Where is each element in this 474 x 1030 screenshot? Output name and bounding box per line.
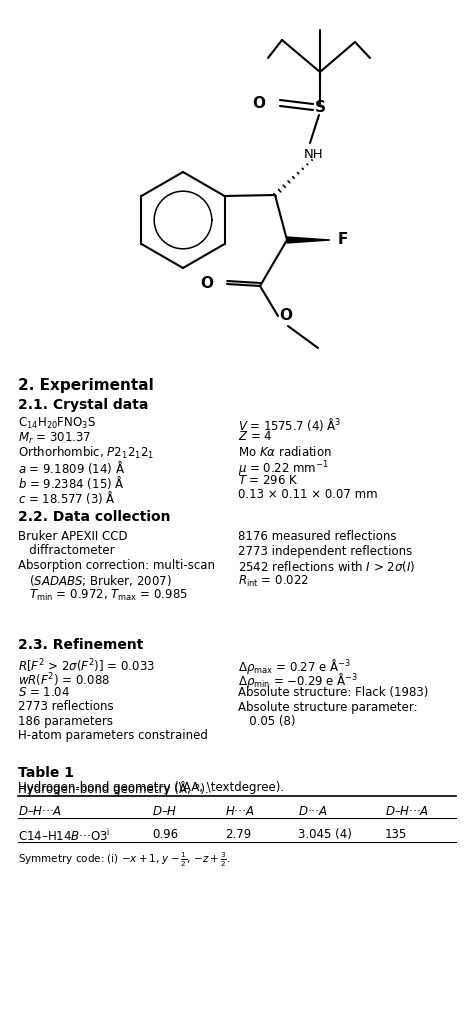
Text: $D$···$A$: $D$···$A$: [298, 805, 328, 818]
Text: 3.045 (4): 3.045 (4): [298, 828, 352, 842]
Text: 0.96: 0.96: [152, 828, 178, 842]
Text: 2773 independent reflections: 2773 independent reflections: [238, 545, 412, 557]
Text: F: F: [338, 233, 348, 247]
Text: $Z$ = 4: $Z$ = 4: [238, 431, 273, 444]
Text: 8176 measured reflections: 8176 measured reflections: [238, 530, 396, 543]
Text: Hydrogen-bond geometry (Å, °).: Hydrogen-bond geometry (Å, °).: [18, 781, 209, 796]
Text: $\mu$ = 0.22 mm$^{-1}$: $\mu$ = 0.22 mm$^{-1}$: [238, 459, 328, 479]
Text: $T$ = 296 K: $T$ = 296 K: [238, 474, 298, 487]
Text: $c$ = 18.577 (3) Å: $c$ = 18.577 (3) Å: [18, 488, 116, 506]
Text: $b$ = 9.2384 (15) Å: $b$ = 9.2384 (15) Å: [18, 474, 125, 491]
Text: $\Delta\rho_{\rm max}$ = 0.27 e Å$^{-3}$: $\Delta\rho_{\rm max}$ = 0.27 e Å$^{-3}$: [238, 657, 351, 676]
Text: Symmetry code: (i) $-x+1$, $y-\frac{1}{2}$, $-z+\frac{3}{2}$.: Symmetry code: (i) $-x+1$, $y-\frac{1}{2…: [18, 851, 230, 869]
Text: Absolute structure parameter:: Absolute structure parameter:: [238, 700, 418, 714]
Text: $R$[$F^2$ > 2$\sigma$($F^2$)] = 0.033: $R$[$F^2$ > 2$\sigma$($F^2$)] = 0.033: [18, 657, 155, 675]
Text: Absolute structure: Flack (1983): Absolute structure: Flack (1983): [238, 686, 428, 699]
Text: 0.05 (8): 0.05 (8): [238, 715, 295, 728]
Text: $a$ = 9.1809 (14) Å: $a$ = 9.1809 (14) Å: [18, 459, 125, 477]
Text: 135: 135: [385, 828, 407, 842]
Text: Table 1: Table 1: [18, 766, 74, 780]
Text: S: S: [315, 100, 326, 114]
Text: $V$ = 1575.7 (4) Å$^3$: $V$ = 1575.7 (4) Å$^3$: [238, 416, 342, 433]
Text: $wR$($F^2$) = 0.088: $wR$($F^2$) = 0.088: [18, 672, 110, 689]
Text: $\Delta\rho_{\rm min}$ = −0.29 e Å$^{-3}$: $\Delta\rho_{\rm min}$ = −0.29 e Å$^{-3}…: [238, 672, 358, 690]
Text: $S$ = 1.04: $S$ = 1.04: [18, 686, 70, 699]
Text: H-atom parameters constrained: H-atom parameters constrained: [18, 729, 208, 743]
Text: 2542 reflections with $I$ > 2$\sigma$($I$): 2542 reflections with $I$ > 2$\sigma$($I…: [238, 559, 415, 574]
Text: Bruker APEXII CCD: Bruker APEXII CCD: [18, 530, 128, 543]
Text: 2773 reflections: 2773 reflections: [18, 700, 114, 714]
Text: $T_{\rm min}$ = 0.972, $T_{\rm max}$ = 0.985: $T_{\rm min}$ = 0.972, $T_{\rm max}$ = 0…: [18, 588, 188, 604]
Polygon shape: [287, 237, 330, 243]
Text: 2.79: 2.79: [225, 828, 251, 842]
Text: 2. Experimental: 2. Experimental: [18, 378, 154, 393]
Text: $D$–H···$A$: $D$–H···$A$: [385, 805, 429, 818]
Text: Orthorhombic, $P$2$_1$2$_1$2$_1$: Orthorhombic, $P$2$_1$2$_1$2$_1$: [18, 445, 155, 461]
Text: C14–H14$B$···O3$^{\rm i}$: C14–H14$B$···O3$^{\rm i}$: [18, 828, 110, 844]
Text: NH: NH: [304, 148, 324, 161]
Text: 2.2. Data collection: 2.2. Data collection: [18, 510, 171, 524]
Text: Mo $K\alpha$ radiation: Mo $K\alpha$ radiation: [238, 445, 332, 459]
Text: C$_{14}$H$_{20}$FNO$_3$S: C$_{14}$H$_{20}$FNO$_3$S: [18, 416, 96, 432]
Text: 0.13 × 0.11 × 0.07 mm: 0.13 × 0.11 × 0.07 mm: [238, 488, 378, 502]
Text: $D$–H: $D$–H: [152, 805, 177, 818]
Text: $M_r$ = 301.37: $M_r$ = 301.37: [18, 431, 91, 446]
Text: H···$A$: H···$A$: [225, 805, 254, 818]
Text: 186 parameters: 186 parameters: [18, 715, 113, 728]
Text: 2.3. Refinement: 2.3. Refinement: [18, 638, 143, 652]
Text: $R_{\rm int}$ = 0.022: $R_{\rm int}$ = 0.022: [238, 574, 309, 588]
Text: 2.1. Crystal data: 2.1. Crystal data: [18, 398, 148, 412]
Text: O: O: [279, 309, 292, 323]
Text: Absorption correction: multi-scan: Absorption correction: multi-scan: [18, 559, 215, 572]
Text: diffractometer: diffractometer: [18, 545, 115, 557]
Text: Hydrogen-bond geometry (\AA, \textdegree).: Hydrogen-bond geometry (\AA, \textdegree…: [18, 781, 284, 794]
Text: ($SADABS$; Bruker, 2007): ($SADABS$; Bruker, 2007): [18, 574, 172, 588]
Text: O: O: [252, 96, 265, 110]
Text: O: O: [200, 276, 213, 291]
Text: $D$–H···$A$: $D$–H···$A$: [18, 805, 62, 818]
